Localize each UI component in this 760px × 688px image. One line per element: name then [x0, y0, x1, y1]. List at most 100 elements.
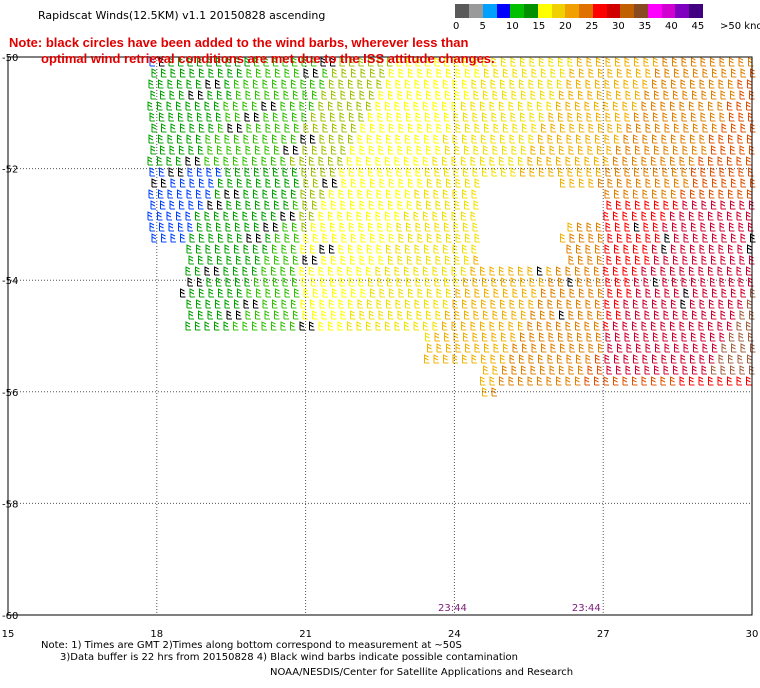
- wind-barb-shaft: [538, 299, 544, 309]
- wind-barb-shaft: [711, 145, 717, 155]
- wind-barb-shaft: [167, 189, 173, 199]
- legend-label: 0: [453, 21, 460, 32]
- wind-barb-shaft: [558, 112, 564, 122]
- wind-barb: [318, 156, 324, 166]
- wind-barb: [356, 156, 362, 166]
- wind-barb: [644, 310, 650, 320]
- wind-barb: [205, 79, 211, 89]
- wind-barb: [199, 288, 205, 298]
- wind-barb-shaft: [328, 211, 334, 221]
- wind-barb-shaft: [577, 277, 583, 287]
- wind-barb: [186, 79, 192, 89]
- wind-barb: [603, 101, 609, 111]
- wind-barb-shaft: [653, 277, 659, 287]
- wind-barb: [252, 211, 258, 221]
- wind-barb-shaft: [330, 277, 336, 287]
- wind-barb: [274, 200, 280, 210]
- wind-barb-shaft: [623, 299, 629, 309]
- wind-barb-shaft: [522, 68, 528, 78]
- wind-barb: [378, 255, 384, 265]
- wind-barb: [423, 156, 429, 166]
- wind-barb: [635, 365, 641, 375]
- wind-barb-shaft: [432, 321, 438, 331]
- wind-barb-shaft: [690, 244, 696, 254]
- wind-barb: [281, 244, 287, 254]
- wind-barb-shaft: [226, 145, 232, 155]
- wind-barb: [738, 222, 744, 232]
- wind-barb: [529, 167, 535, 177]
- wind-barb-shaft: [481, 354, 487, 364]
- wind-barb: [702, 123, 708, 133]
- wind-barb: [489, 156, 495, 166]
- wind-barb: [166, 211, 172, 221]
- wind-barb-shaft: [377, 112, 383, 122]
- wind-barb: [301, 167, 307, 177]
- wind-barb: [293, 310, 299, 320]
- wind-barb: [424, 299, 430, 309]
- wind-barb-shaft: [197, 277, 203, 287]
- wind-barb: [493, 123, 499, 133]
- wind-barb: [366, 211, 372, 221]
- wind-barb: [634, 277, 640, 287]
- wind-barb: [293, 255, 299, 265]
- wind-barb: [693, 233, 699, 243]
- wind-barb-shaft: [692, 255, 698, 265]
- wind-barb-shaft: [537, 321, 543, 331]
- wind-barb: [303, 178, 309, 188]
- wind-barb: [318, 211, 324, 221]
- wind-barb: [179, 145, 185, 155]
- wind-barb-shaft: [197, 112, 203, 122]
- wind-barb-shaft: [529, 167, 535, 177]
- wind-barb: [215, 244, 221, 254]
- wind-barb: [546, 156, 552, 166]
- wind-barb-shaft: [614, 244, 620, 254]
- wind-barb-shaft: [281, 134, 287, 144]
- wind-barb: [226, 90, 232, 100]
- wind-barb-shaft: [729, 332, 735, 342]
- wind-barb-shaft: [204, 156, 210, 166]
- wind-barb: [556, 156, 562, 166]
- wind-barb: [377, 222, 383, 232]
- wind-barb: [645, 68, 651, 78]
- wind-barb: [587, 365, 593, 375]
- wind-barb-shaft: [690, 189, 696, 199]
- wind-barb: [661, 244, 667, 254]
- wind-barb-shaft: [701, 310, 707, 320]
- legend-swatch: [689, 4, 703, 18]
- wind-barb: [445, 90, 451, 100]
- wind-barb: [576, 299, 582, 309]
- wind-barb-shaft: [721, 343, 727, 353]
- wind-barb-shaft: [254, 277, 260, 287]
- wind-barb: [502, 310, 508, 320]
- wind-barb-shaft: [235, 277, 241, 287]
- wind-barb-shaft: [205, 244, 211, 254]
- wind-barb: [253, 189, 259, 199]
- wind-barb-shaft: [423, 156, 429, 166]
- wind-barb: [451, 156, 457, 166]
- wind-barb-shaft: [252, 211, 258, 221]
- wind-barb-shaft: [151, 68, 157, 78]
- wind-barb-shaft: [291, 244, 297, 254]
- wind-barb-shaft: [185, 321, 191, 331]
- wind-barb-shaft: [256, 68, 262, 78]
- wind-barb-shaft: [224, 244, 230, 254]
- wind-barb-shaft: [579, 68, 585, 78]
- wind-barb-shaft: [664, 178, 670, 188]
- wind-barb: [243, 244, 249, 254]
- wind-barb: [597, 255, 603, 265]
- wind-barb: [186, 244, 192, 254]
- wind-barb: [332, 68, 338, 78]
- wind-barb: [730, 90, 736, 100]
- wind-barb: [246, 123, 252, 133]
- wind-barb: [719, 277, 725, 287]
- wind-barb: [530, 310, 536, 320]
- wind-barb-shaft: [501, 112, 507, 122]
- wind-barb-shaft: [568, 145, 574, 155]
- wind-barb-shaft: [636, 123, 642, 133]
- wind-barb-shaft: [377, 222, 383, 232]
- wind-barb: [473, 255, 479, 265]
- wind-barb-shaft: [369, 145, 375, 155]
- wind-barb: [149, 222, 155, 232]
- wind-barb-shaft: [683, 68, 689, 78]
- wind-barb-shaft: [567, 277, 573, 287]
